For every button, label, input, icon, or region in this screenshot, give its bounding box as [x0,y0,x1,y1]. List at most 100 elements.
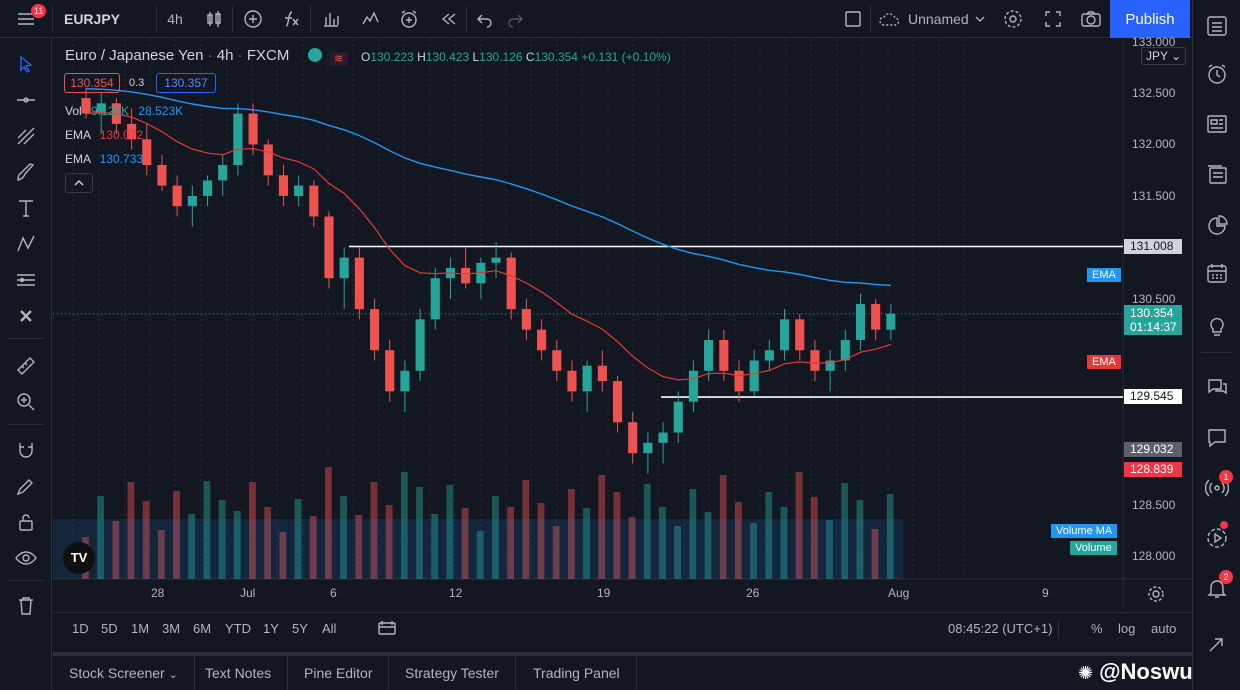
candle-body [324,216,334,279]
axis-settings-button[interactable] [1147,585,1167,605]
range-5d[interactable]: 5D [101,621,118,636]
tab-stock-screener[interactable]: Stock Screener ⌄ [53,656,195,690]
tab-pine-editor[interactable]: Pine Editor [288,656,390,690]
volume-bar [309,516,317,579]
calendar-pie-button[interactable] [1201,210,1233,242]
lock-drawings-tool[interactable] [10,506,42,538]
brush-tool[interactable] [10,156,42,188]
price-tick-label: 132.000 [1132,137,1176,152]
buy-button[interactable]: 130.357 [156,73,216,93]
auto-scale-toggle[interactable]: auto [1151,621,1177,636]
clock-display[interactable]: 08:45:22 (UTC+1) [948,621,1053,636]
tab-strategy-tester[interactable]: Strategy Tester [389,656,516,690]
low-value: 130.126 [479,50,523,64]
volume-bar [674,526,682,579]
range-1y[interactable]: 1Y [263,621,279,636]
measure-tool[interactable] [10,350,42,382]
volume-bar [583,508,590,579]
stay-drawing-tool[interactable] [10,470,42,502]
settings-button[interactable] [998,0,1028,38]
calendar-button[interactable] [1201,257,1233,289]
compare-button[interactable] [238,0,268,38]
tab-trading-panel[interactable]: Trading Panel [517,656,637,690]
undo-button[interactable] [470,0,500,38]
undo-icon [477,14,492,28]
financials-button[interactable] [314,0,348,38]
candle-body [658,432,668,443]
collapse-sidebar-button[interactable] [1207,636,1227,656]
watchlist-button[interactable] [1201,10,1233,42]
fullscreen-layout-button[interactable] [840,0,866,38]
hide-drawings-tool[interactable] [10,542,42,574]
collapse-legend-button[interactable] [65,173,93,193]
remove-drawings-tool[interactable] [10,300,42,332]
alert-button[interactable] [392,0,426,38]
hotlists-button[interactable] [1201,158,1233,190]
ideas-button[interactable] [1201,310,1233,342]
alerts-button[interactable] [1201,58,1233,90]
range-5y[interactable]: 5Y [292,621,308,636]
range-1m[interactable]: 1M [131,621,150,636]
pattern-tool[interactable] [10,228,42,260]
cursor-tool[interactable] [10,48,42,80]
chart-pane[interactable]: Euro / Japanese Yen · 4h · FXCM ≋ O130.2… [53,35,1192,609]
fullscreen-button[interactable] [1038,0,1068,38]
level-high-tag: 131.008 [1124,238,1182,254]
notification-badge: 11 [31,4,47,18]
notifications-button[interactable] [1201,572,1233,604]
price-tick-label: 128.000 [1132,549,1176,563]
tab-text-notes[interactable]: Text Notes [189,656,289,690]
newspaper-icon [1207,115,1227,133]
replay-stream-button[interactable] [1201,522,1233,554]
trendline-tool[interactable] [10,84,42,116]
interval-button[interactable]: 4h [167,11,183,27]
snapshot-button[interactable] [1076,0,1106,38]
chart-type-button[interactable] [200,0,228,38]
candle-body [886,313,896,330]
log-scale-toggle[interactable]: log [1118,621,1136,636]
symbol-title: Euro / Japanese Yen [65,47,204,64]
zoom-tool[interactable] [10,386,42,418]
magnet-tool[interactable] [10,434,42,466]
percent-scale-toggle[interactable]: % [1091,621,1103,636]
indicators-button[interactable] [276,0,306,38]
streams-button[interactable] [1201,472,1233,504]
candle-body [278,175,288,196]
time-tick-label: Aug [888,586,910,600]
text-tool[interactable] [10,192,42,224]
range-1d[interactable]: 1D [72,621,89,636]
messages-button[interactable] [1201,422,1233,454]
redo-button[interactable] [500,0,530,38]
fib-tool[interactable] [10,120,42,152]
volume-bar [810,497,818,579]
templates-button[interactable] [356,0,386,38]
layout-name-button[interactable]: Unnamed [878,0,988,38]
range-6m[interactable]: 6M [193,621,212,636]
sell-button[interactable]: 130.354 [64,73,120,93]
volume-bar [355,515,363,579]
price-chart[interactable] [53,39,1192,609]
gear-icon [1004,10,1022,28]
text-icon [19,200,33,217]
replay-button[interactable] [434,0,464,38]
range-all[interactable]: All [322,621,337,636]
tradingview-logo[interactable]: TV [63,542,95,574]
volume-bar [628,517,636,579]
chats-button[interactable] [1201,372,1233,404]
candle-body [385,350,395,392]
data-window-button[interactable] [1201,108,1233,140]
delete-tool[interactable] [10,590,42,622]
prediction-tool[interactable] [10,264,42,296]
candle-body [780,319,790,351]
goto-date-button[interactable] [378,613,396,645]
candle-body [704,339,714,371]
range-ytd[interactable]: YTD [225,621,251,636]
publish-button[interactable]: Publish [1110,0,1190,38]
symbol-search-button[interactable]: EURJPY [63,11,121,27]
currency-button[interactable]: JPY ⌄ [1141,47,1187,65]
volume-bar [871,529,879,579]
candle-body [628,422,638,454]
range-3m[interactable]: 3M [162,621,181,636]
open-label: O [361,50,371,64]
candle-body [127,123,137,140]
